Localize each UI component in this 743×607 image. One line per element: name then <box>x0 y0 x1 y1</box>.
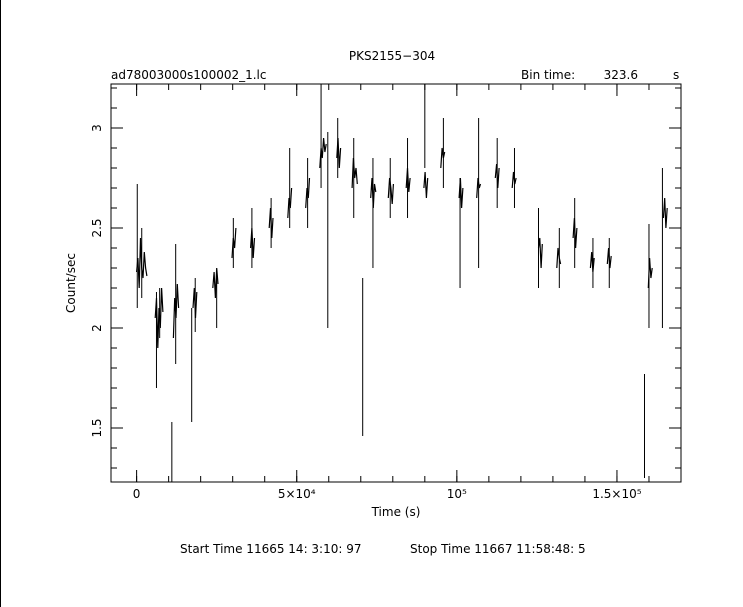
light-curve-data <box>136 84 668 482</box>
light-curve-segment <box>387 177 394 205</box>
light-curve-segment <box>537 237 543 269</box>
light-curve-segment <box>589 251 595 273</box>
x-tick-label: 10⁵ <box>447 487 467 501</box>
chart-title: PKS2155−304 <box>349 49 435 63</box>
x-axis-label: Time (s) <box>371 505 421 519</box>
light-curve-segment <box>423 171 429 199</box>
x-tick-label: 5×10⁴ <box>278 487 316 501</box>
y-tick-label: 2.5 <box>90 218 104 237</box>
light-curve-segment <box>231 227 237 259</box>
y-tick-label: 2 <box>90 324 104 332</box>
light-curve-segment <box>556 247 562 269</box>
light-curve-segment <box>440 147 446 169</box>
y-tick-label: 3 <box>90 124 104 132</box>
bin-time-unit: s <box>673 68 679 82</box>
bin-time-label: Bin time: <box>521 68 575 82</box>
bin-time-value: 323.6 <box>604 68 638 82</box>
y-axis-label: Count/sec <box>64 253 78 313</box>
light-curve-segment <box>662 197 668 229</box>
start-time-text: Start Time 11665 14: 3:10: 97 <box>180 542 362 556</box>
light-curve-segment <box>212 267 219 299</box>
file-label: ad78003000s100002_1.lc <box>111 68 267 82</box>
window-left-border <box>0 0 1 607</box>
x-tick-label: 0 <box>133 487 141 501</box>
stop-time-text: Stop Time 11667 11:58:48: 5 <box>410 542 586 556</box>
plot-frame <box>110 83 682 483</box>
y-tick-label: 1.5 <box>90 418 104 437</box>
light-curve-segment <box>405 167 411 193</box>
light-curve-segment <box>351 157 358 189</box>
axis-ticks: 0 5×10⁴ 10⁵ 1.5×10⁵ 1.5 2 2.5 3 <box>90 84 682 501</box>
x-tick-label: 1.5×10⁵ <box>592 487 641 501</box>
light-curve-segment <box>250 227 256 259</box>
